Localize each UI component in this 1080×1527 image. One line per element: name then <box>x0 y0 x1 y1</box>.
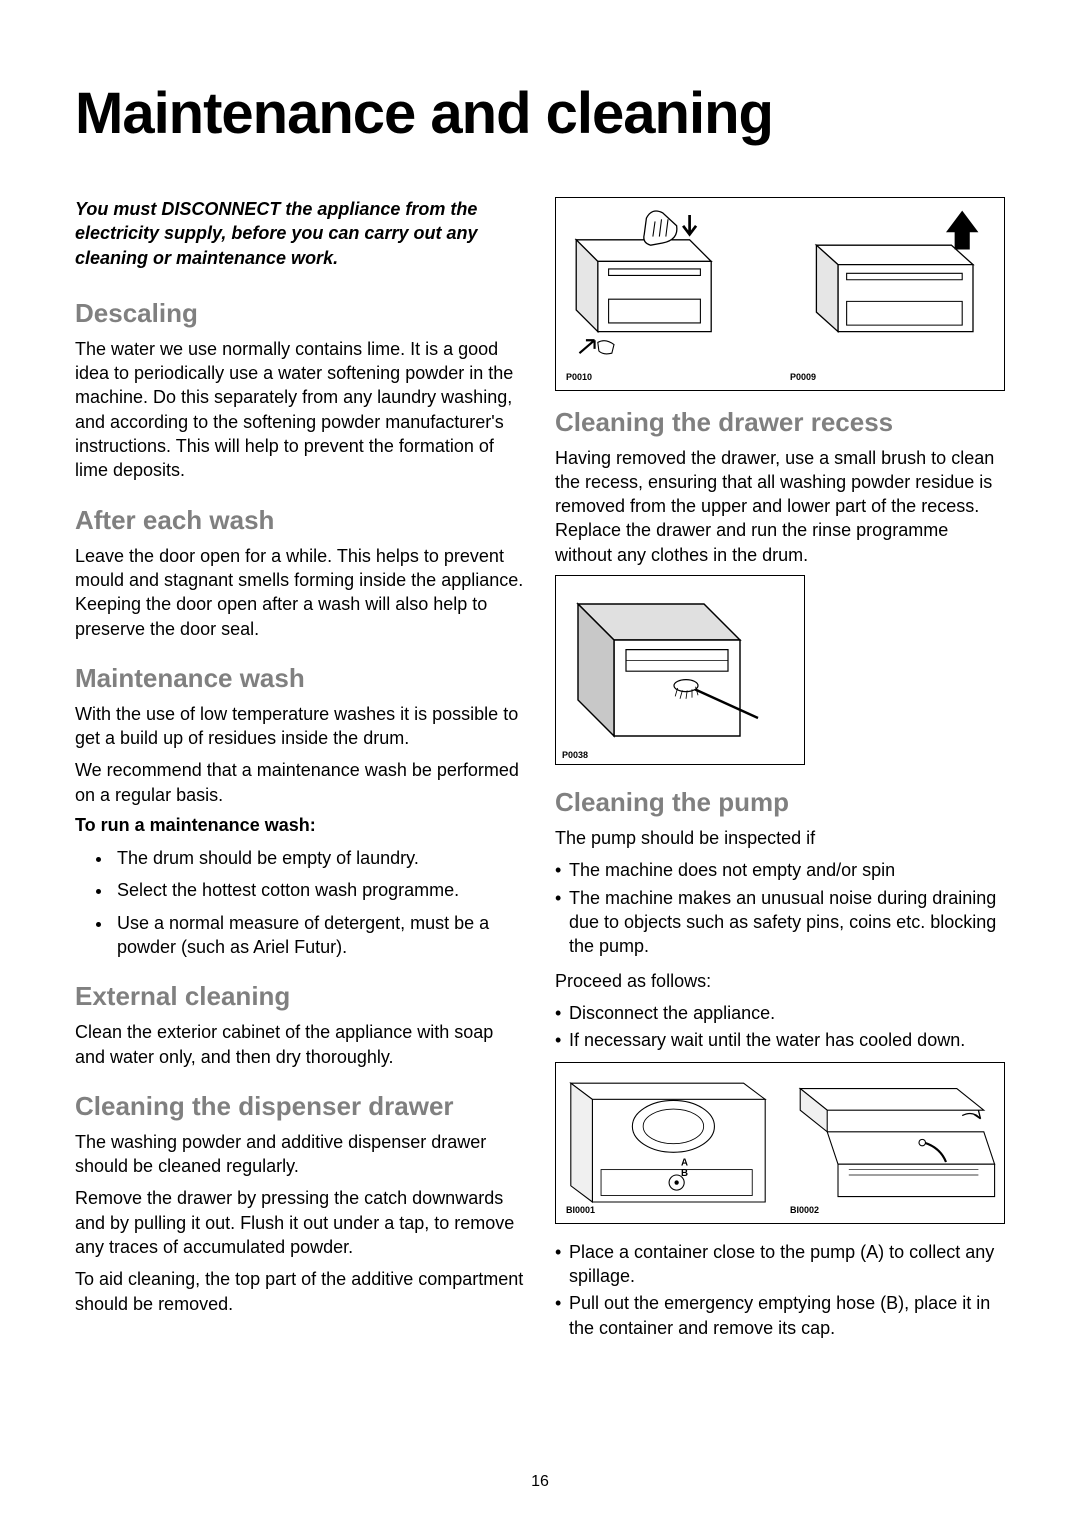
content-columns: You must DISCONNECT the appliance from t… <box>75 197 1005 1350</box>
pump-proceed: Proceed as follows: <box>555 969 1005 993</box>
figure-label: BI0002 <box>790 1205 819 1215</box>
page-title: Maintenance and cleaning <box>75 80 1005 147</box>
left-column: You must DISCONNECT the appliance from t… <box>75 197 525 1350</box>
external-cleaning-text: Clean the exterior cabinet of the applia… <box>75 1020 525 1069</box>
right-column: P0010 P0009 Cleaning the drawer recess H… <box>555 197 1005 1350</box>
list-item: Select the hottest cotton wash programme… <box>113 878 525 902</box>
list-item: Disconnect the appliance. <box>555 1001 1005 1025</box>
figure-panel-left: A B BI0001 <box>560 1067 776 1218</box>
figure-drawer-removal: P0010 P0009 <box>555 197 1005 391</box>
warning-text: You must DISCONNECT the appliance from t… <box>75 197 525 270</box>
pump-conditions-list: The machine does not empty and/or spin T… <box>555 858 1005 958</box>
svg-text:B: B <box>681 1169 688 1180</box>
heading-dispenser-drawer: Cleaning the dispenser drawer <box>75 1091 525 1122</box>
maintenance-wash-subhead: To run a maintenance wash: <box>75 815 525 836</box>
list-item: Place a container close to the pump (A) … <box>555 1240 1005 1289</box>
figure-panel-right: P0009 <box>784 202 1000 386</box>
heading-drawer-recess: Cleaning the drawer recess <box>555 407 1005 438</box>
svg-text:A: A <box>681 1158 688 1169</box>
dispenser-drawer-text-2: Remove the drawer by pressing the catch … <box>75 1186 525 1259</box>
drawer-recess-text: Having removed the drawer, use a small b… <box>555 446 1005 567</box>
figure-pump-access: A B BI0001 <box>555 1062 1005 1223</box>
figure-panel-left: P0010 <box>560 202 776 386</box>
figure-drawer-recess: P0038 <box>555 575 805 765</box>
list-item: The drum should be empty of laundry. <box>113 846 525 870</box>
list-item: Use a normal measure of detergent, must … <box>113 911 525 960</box>
pump-steps-2: Place a container close to the pump (A) … <box>555 1240 1005 1340</box>
figure-label: P0010 <box>566 372 592 382</box>
figure-label: P0009 <box>790 372 816 382</box>
figure-panel-right: BI0002 <box>784 1067 1000 1218</box>
heading-maintenance-wash: Maintenance wash <box>75 663 525 694</box>
dispenser-drawer-text-3: To aid cleaning, the top part of the add… <box>75 1267 525 1316</box>
maintenance-wash-text-1: With the use of low temperature washes i… <box>75 702 525 751</box>
heading-descaling: Descaling <box>75 298 525 329</box>
list-item: The machine makes an unusual noise durin… <box>555 886 1005 959</box>
heading-after-each-wash: After each wash <box>75 505 525 536</box>
heading-cleaning-pump: Cleaning the pump <box>555 787 1005 818</box>
pump-steps-1: Disconnect the appliance. If necessary w… <box>555 1001 1005 1053</box>
list-item: Pull out the emergency emptying hose (B)… <box>555 1291 1005 1340</box>
dispenser-drawer-text-1: The washing powder and additive dispense… <box>75 1130 525 1179</box>
descaling-text: The water we use normally contains lime.… <box>75 337 525 483</box>
page-number: 16 <box>531 1473 549 1491</box>
list-item: If necessary wait until the water has co… <box>555 1028 1005 1052</box>
heading-external-cleaning: External cleaning <box>75 981 525 1012</box>
maintenance-wash-list: The drum should be empty of laundry. Sel… <box>75 846 525 959</box>
pump-intro: The pump should be inspected if <box>555 826 1005 850</box>
after-each-wash-text: Leave the door open for a while. This he… <box>75 544 525 641</box>
figure-label: P0038 <box>562 750 588 760</box>
maintenance-wash-text-2: We recommend that a maintenance wash be … <box>75 758 525 807</box>
list-item: The machine does not empty and/or spin <box>555 858 1005 882</box>
figure-label: BI0001 <box>566 1205 595 1215</box>
